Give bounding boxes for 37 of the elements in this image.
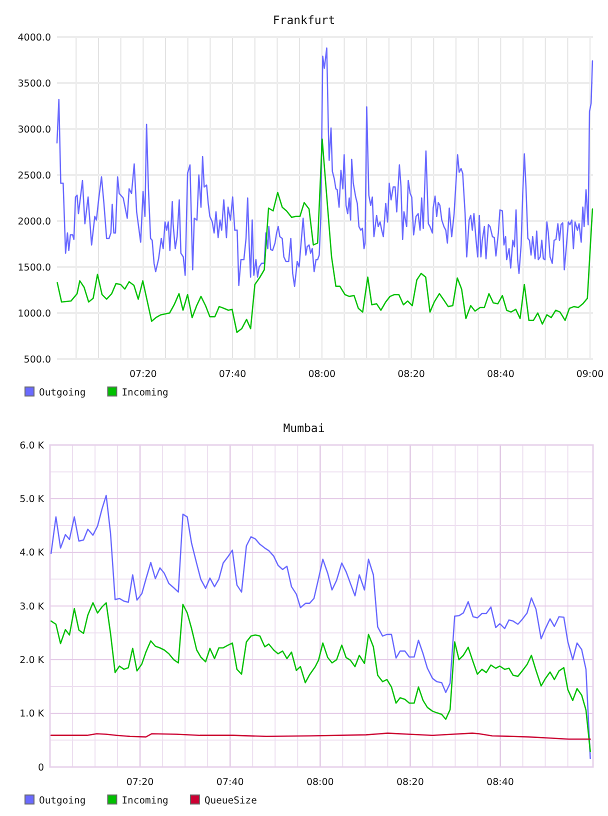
y-tick-label: 500.0 <box>24 354 51 366</box>
y-tick-label: 0 <box>38 762 44 774</box>
y-tick-label: 2000.0 <box>18 216 51 228</box>
line-series <box>56 47 594 287</box>
x-tick-label: 08:20 <box>396 777 424 788</box>
y-tick-label: 1.0 K <box>20 708 45 720</box>
x-tick-label: 08:00 <box>306 777 334 788</box>
y-tick-label: 3500.0 <box>18 78 51 90</box>
chart-title: Mumbai <box>283 421 325 435</box>
legend-label: QueueSize <box>204 796 258 806</box>
x-tick-label: 07:40 <box>218 369 246 380</box>
y-tick-label: 2.0 K <box>20 654 45 666</box>
y-tick-label: 1500.0 <box>18 262 51 274</box>
line-series <box>56 138 594 333</box>
legend-label: Incoming <box>122 388 168 398</box>
y-tick-label: 4000.0 <box>18 32 51 44</box>
legend-label: Outgoing <box>39 388 86 398</box>
y-tick-label: 2500.0 <box>18 170 51 182</box>
line-series <box>50 602 591 752</box>
x-tick-label: 08:00 <box>308 369 336 380</box>
x-tick-label: 09:00 <box>576 369 604 380</box>
chart-title: Frankfurt <box>272 13 336 27</box>
y-tick-label: 6.0 K <box>20 440 45 452</box>
x-tick-label: 07:40 <box>216 777 244 788</box>
x-tick-label: 07:20 <box>129 369 157 380</box>
y-tick-label: 1000.0 <box>18 308 51 320</box>
x-tick-label: 07:20 <box>126 777 154 788</box>
legend-label: Incoming <box>122 796 168 806</box>
line-series <box>50 494 591 760</box>
y-tick-label: 4.0 K <box>20 548 45 559</box>
x-tick-label: 08:20 <box>398 369 425 380</box>
y-tick-label: 3000.0 <box>18 124 51 136</box>
y-tick-label: 5.0 K <box>20 494 45 505</box>
legend-label: Outgoing <box>39 796 86 806</box>
x-tick-label: 08:40 <box>486 777 514 788</box>
y-tick-label: 3.0 K <box>20 601 45 612</box>
x-tick-label: 08:40 <box>486 369 514 380</box>
